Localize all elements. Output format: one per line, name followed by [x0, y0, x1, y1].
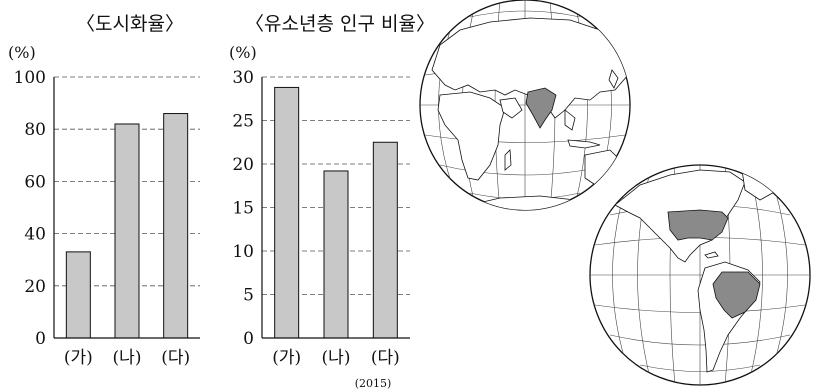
globe-eastern-hemisphere — [419, 0, 631, 211]
y-tick-label: 15 — [232, 199, 254, 219]
y-tick-label: 80 — [24, 120, 46, 140]
madagascar-landmass — [504, 149, 512, 171]
bar — [114, 123, 140, 339]
x-tick-label: (가) — [272, 348, 301, 368]
y-axis-ticks: 0 20 40 60 80 100 — [14, 68, 46, 349]
x-tick-label: (다) — [371, 348, 400, 368]
eurasia-landmass — [431, 17, 629, 119]
chart-title: 〈도시화율〉 — [76, 13, 184, 35]
year-note: (2015) — [355, 377, 392, 390]
japan-landmass — [608, 69, 619, 89]
urbanization-chart: 〈도시화율〉 (%) 0 20 40 60 80 100 (가) (나) (다) — [8, 13, 200, 368]
southeast-asia-landmass — [564, 109, 576, 131]
y-tick-label: 5 — [243, 286, 254, 306]
highlighted-country-brazil — [712, 271, 761, 319]
x-axis-ticks: (가) (나) (다) — [272, 348, 400, 368]
y-tick-label: 20 — [232, 155, 254, 175]
y-tick-label: 30 — [232, 68, 254, 88]
bar — [163, 113, 189, 339]
y-tick-label: 20 — [24, 277, 46, 297]
y-tick-label: 40 — [24, 225, 46, 245]
y-unit-label: (%) — [8, 43, 36, 62]
y-tick-label: 60 — [24, 172, 46, 192]
x-tick-label: (나) — [113, 348, 142, 368]
x-tick-label: (나) — [322, 348, 351, 368]
chart-title: 〈유소년층 인구 비율〉 — [245, 13, 435, 35]
y-tick-label: 0 — [243, 329, 254, 349]
y-tick-label: 0 — [35, 329, 46, 349]
bar — [372, 141, 398, 339]
x-tick-label: (가) — [64, 348, 93, 368]
globe-western-hemisphere — [589, 164, 811, 386]
y-tick-label: 25 — [232, 112, 254, 132]
arabia-landmass — [499, 97, 523, 119]
bar — [65, 251, 91, 339]
y-tick-label: 100 — [14, 68, 46, 88]
bars — [65, 113, 189, 339]
bar — [323, 170, 349, 339]
x-tick-label: (다) — [161, 348, 190, 368]
africa-landmass — [437, 91, 506, 181]
indonesia-landmass — [567, 139, 601, 149]
y-axis-ticks: 0 5 10 15 20 25 30 — [232, 68, 254, 349]
caribbean-landmass — [704, 251, 719, 259]
highlighted-country-usa — [667, 209, 729, 241]
bar — [274, 86, 300, 339]
bars — [274, 86, 398, 339]
y-tick-label: 10 — [232, 242, 254, 262]
highlighted-country-india — [525, 87, 557, 129]
x-axis-ticks: (가) (나) (다) — [64, 348, 190, 368]
y-unit-label: (%) — [229, 43, 257, 62]
